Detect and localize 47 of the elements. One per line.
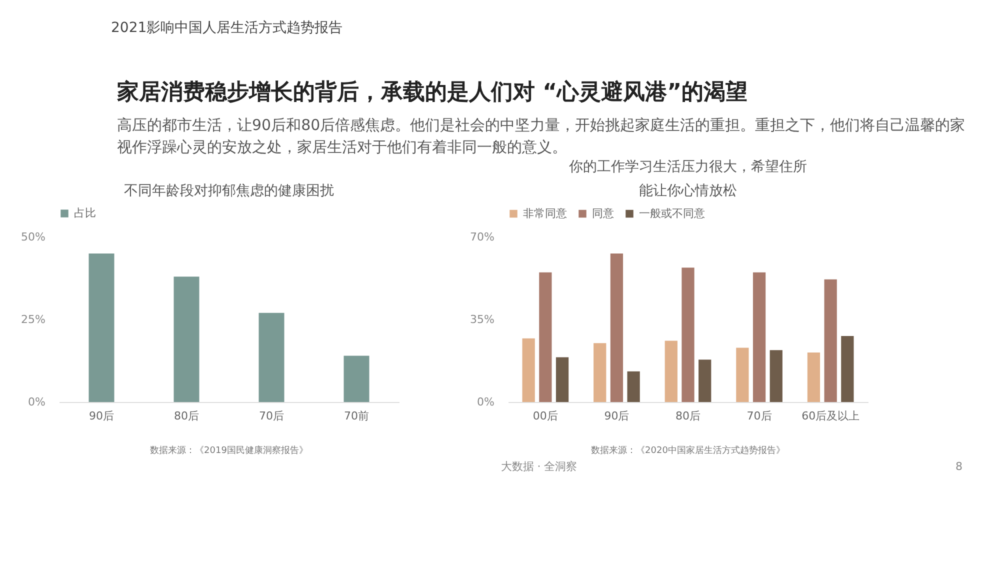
bar bbox=[682, 268, 694, 402]
bar bbox=[807, 352, 820, 402]
x-tick-label: 70后 bbox=[746, 410, 772, 422]
bar bbox=[627, 371, 640, 402]
bar bbox=[698, 360, 712, 402]
y-tick-label: 35% bbox=[470, 313, 494, 326]
source-note: 数据来源：《2020中国家居生活方式趋势报告》 bbox=[591, 445, 785, 456]
bar bbox=[556, 357, 569, 402]
source-note: 数据来源：《2019国民健康洞察报告》 bbox=[150, 445, 308, 456]
bar bbox=[539, 272, 552, 402]
bar bbox=[174, 276, 200, 402]
legend-label: 同意 bbox=[592, 206, 614, 220]
x-tick-label: 70后 bbox=[259, 410, 284, 422]
bar bbox=[258, 312, 284, 402]
bar bbox=[610, 254, 624, 402]
bar bbox=[824, 279, 837, 402]
text: 家居消费稳步增长的背后，承载的是人们对 “心灵避风港”的渴望 bbox=[116, 79, 748, 105]
chart-title: 不同年龄段对抑郁焦虑的健康困扰 bbox=[124, 183, 334, 199]
x-tick-label: 90后 bbox=[89, 410, 114, 422]
bar bbox=[752, 272, 766, 402]
bar bbox=[664, 340, 678, 402]
text: 2021影响中国人居生活方式趋势报告 bbox=[111, 20, 343, 36]
x-tick-label: 80后 bbox=[174, 410, 199, 422]
legend-label: 占比 bbox=[74, 206, 96, 220]
bar bbox=[736, 348, 749, 402]
text: 大数据 · 全洞察 bbox=[500, 460, 578, 473]
x-tick-label: 00后 bbox=[532, 410, 558, 422]
legend-label: 一般或不同意 bbox=[639, 206, 705, 220]
bar bbox=[88, 254, 114, 402]
bar bbox=[344, 356, 370, 402]
bar bbox=[594, 343, 606, 402]
text: 8 bbox=[956, 460, 962, 473]
chart-title: 你的工作学习生活压力很大，希望住所能让你心情放松 bbox=[568, 159, 807, 199]
x-tick-label: 90后 bbox=[604, 410, 630, 422]
text: 高压的都市生活，让90后和80后倍感焦虑。他们是社会的中坚力量，开始挑起家庭生活的重担。重担之下，他们将自己温馨的家视作浮躁心灵的安放之处，家居生活对于他们有着非同一般的意义。 bbox=[117, 116, 966, 156]
y-tick-label: 70% bbox=[470, 230, 494, 244]
y-tick-label: 0% bbox=[28, 396, 46, 408]
bar bbox=[770, 350, 782, 402]
legend-label: 非常同意 bbox=[523, 206, 567, 220]
bar bbox=[522, 338, 535, 402]
x-tick-label: 70前 bbox=[344, 410, 369, 422]
x-tick-label: 60后及以上 bbox=[802, 410, 860, 422]
y-tick-label: 50% bbox=[21, 230, 46, 244]
x-tick-label: 80后 bbox=[676, 410, 700, 422]
y-tick-label: 25% bbox=[21, 313, 46, 326]
bar bbox=[841, 336, 854, 402]
y-tick-label: 0% bbox=[477, 396, 494, 408]
